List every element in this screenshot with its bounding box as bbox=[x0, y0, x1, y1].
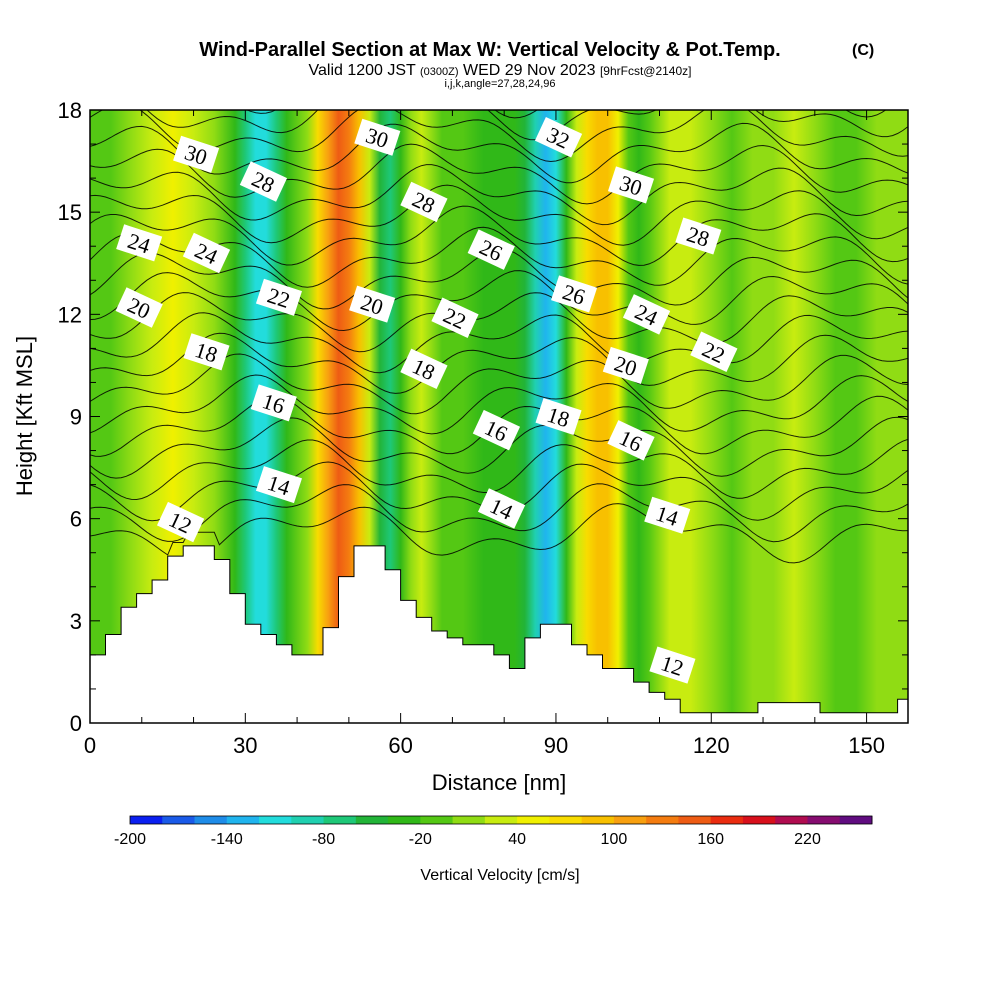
colorbar-swatch bbox=[484, 816, 518, 824]
y-axis-title: Height [Kft MSL] bbox=[12, 336, 37, 496]
theta-contour-line bbox=[90, 164, 908, 226]
theta-contour-line bbox=[90, 503, 908, 564]
colorbar-tick-label: -140 bbox=[211, 831, 243, 848]
contour-label: 30 bbox=[354, 118, 401, 156]
contour-label: 20 bbox=[349, 285, 396, 323]
y-tick-label: 6 bbox=[70, 507, 82, 532]
colorbar-swatch bbox=[162, 816, 196, 824]
theta-contour-line bbox=[90, 353, 908, 415]
colorbar-swatch bbox=[678, 816, 712, 824]
colorbar-swatch bbox=[581, 816, 615, 824]
copyright-mark: (C) bbox=[852, 42, 874, 59]
y-tick-label: 0 bbox=[70, 711, 82, 736]
colorbar-swatch bbox=[646, 816, 679, 824]
colorbar-swatch bbox=[323, 816, 357, 824]
colorbar-tick-label: -200 bbox=[114, 831, 146, 848]
axis-ticks: 0 30 60 90 120 150 0 3 6 9 12 15 18 bbox=[58, 98, 908, 758]
y-tick-label: 9 bbox=[70, 405, 82, 430]
terrain bbox=[90, 545, 908, 723]
valid-time: Valid 1200 JST bbox=[309, 62, 417, 79]
colorbar-tick-label: 100 bbox=[601, 831, 628, 848]
colorbar-swatch bbox=[549, 816, 583, 824]
x-tick-label: 30 bbox=[233, 733, 257, 758]
y-tick-label: 18 bbox=[58, 98, 82, 123]
theta-contour-line bbox=[90, 122, 908, 184]
colorbar-swatch bbox=[388, 816, 421, 824]
theta-contour-line bbox=[90, 143, 908, 205]
colorbar-swatch bbox=[839, 816, 873, 824]
chart-title: Wind-Parallel Section at Max W: Vertical… bbox=[199, 39, 780, 61]
colorbar-tick-label: 220 bbox=[794, 831, 821, 848]
colorbar-swatch bbox=[742, 816, 776, 824]
y-tick-label: 15 bbox=[58, 200, 82, 225]
theta-contour-line bbox=[90, 416, 908, 479]
colorbar-tick-label: 160 bbox=[697, 831, 724, 848]
colorbar-swatch bbox=[130, 816, 163, 824]
theta-contour-line bbox=[146, 110, 908, 141]
contour-label: 16 bbox=[250, 384, 297, 422]
theta-contour-line bbox=[90, 226, 908, 288]
colorbar-swatch bbox=[259, 816, 292, 824]
colorbar-tick-label: -20 bbox=[409, 831, 432, 848]
chart-subtitle: Valid 1200 JST (0300Z) WED 29 Nov 2023 [… bbox=[309, 62, 692, 79]
theta-contour-line bbox=[90, 438, 908, 501]
forecast-info: [9hrFcst@2140z] bbox=[600, 64, 692, 78]
x-tick-label: 120 bbox=[693, 733, 730, 758]
theta-contour-line bbox=[90, 292, 908, 353]
theta-contour-line bbox=[90, 374, 908, 435]
colorbar-tick-label: 40 bbox=[508, 831, 526, 848]
theta-contour-line bbox=[90, 312, 908, 374]
colorbar-swatch bbox=[807, 816, 841, 824]
colorbar-swatch bbox=[226, 816, 260, 824]
colorbar-swatch bbox=[452, 816, 486, 824]
contour-label: 28 bbox=[675, 217, 722, 255]
colorbar-swatch bbox=[775, 816, 808, 824]
grid-info: i,j,k,angle=27,28,24,96 bbox=[444, 78, 555, 90]
valid-utc: (0300Z) bbox=[420, 66, 459, 78]
colorbar-swatch bbox=[517, 816, 550, 824]
colorbar-swatch bbox=[291, 816, 325, 824]
theta-contour-line bbox=[90, 110, 908, 163]
x-tick-label: 90 bbox=[544, 733, 568, 758]
contour-label: 14 bbox=[255, 466, 303, 504]
colorbar-swatch bbox=[710, 816, 744, 824]
contour-label: 30 bbox=[173, 135, 220, 173]
theta-contour-line bbox=[90, 205, 908, 266]
theta-contour-line bbox=[90, 184, 908, 246]
x-tick-label: 0 bbox=[84, 733, 96, 758]
colorbar-tick-label: -80 bbox=[312, 831, 335, 848]
x-tick-label: 150 bbox=[848, 733, 885, 758]
y-tick-label: 12 bbox=[58, 302, 82, 327]
theta-contour-line bbox=[90, 270, 908, 332]
colorbar-title: Vertical Velocity [cm/s] bbox=[420, 867, 579, 884]
contour-label: 24 bbox=[116, 224, 163, 262]
colorbar-swatch bbox=[613, 816, 647, 824]
colorbar-swatch bbox=[420, 816, 454, 824]
theta-contours bbox=[90, 110, 908, 564]
contour-label: 22 bbox=[255, 278, 303, 316]
x-axis-title: Distance [nm] bbox=[432, 770, 567, 795]
colorbar-swatch bbox=[355, 816, 389, 824]
valid-date: WED 29 Nov 2023 bbox=[463, 62, 596, 79]
theta-contour-line bbox=[245, 110, 887, 119]
theta-contour-line bbox=[90, 483, 908, 543]
theta-contour-line bbox=[90, 332, 908, 394]
y-tick-label: 3 bbox=[70, 609, 82, 634]
colorbar-swatch bbox=[194, 816, 228, 824]
colorbar: -200 -140 -80 -20 40 100 160 220 bbox=[114, 815, 873, 848]
x-tick-label: 60 bbox=[388, 733, 412, 758]
